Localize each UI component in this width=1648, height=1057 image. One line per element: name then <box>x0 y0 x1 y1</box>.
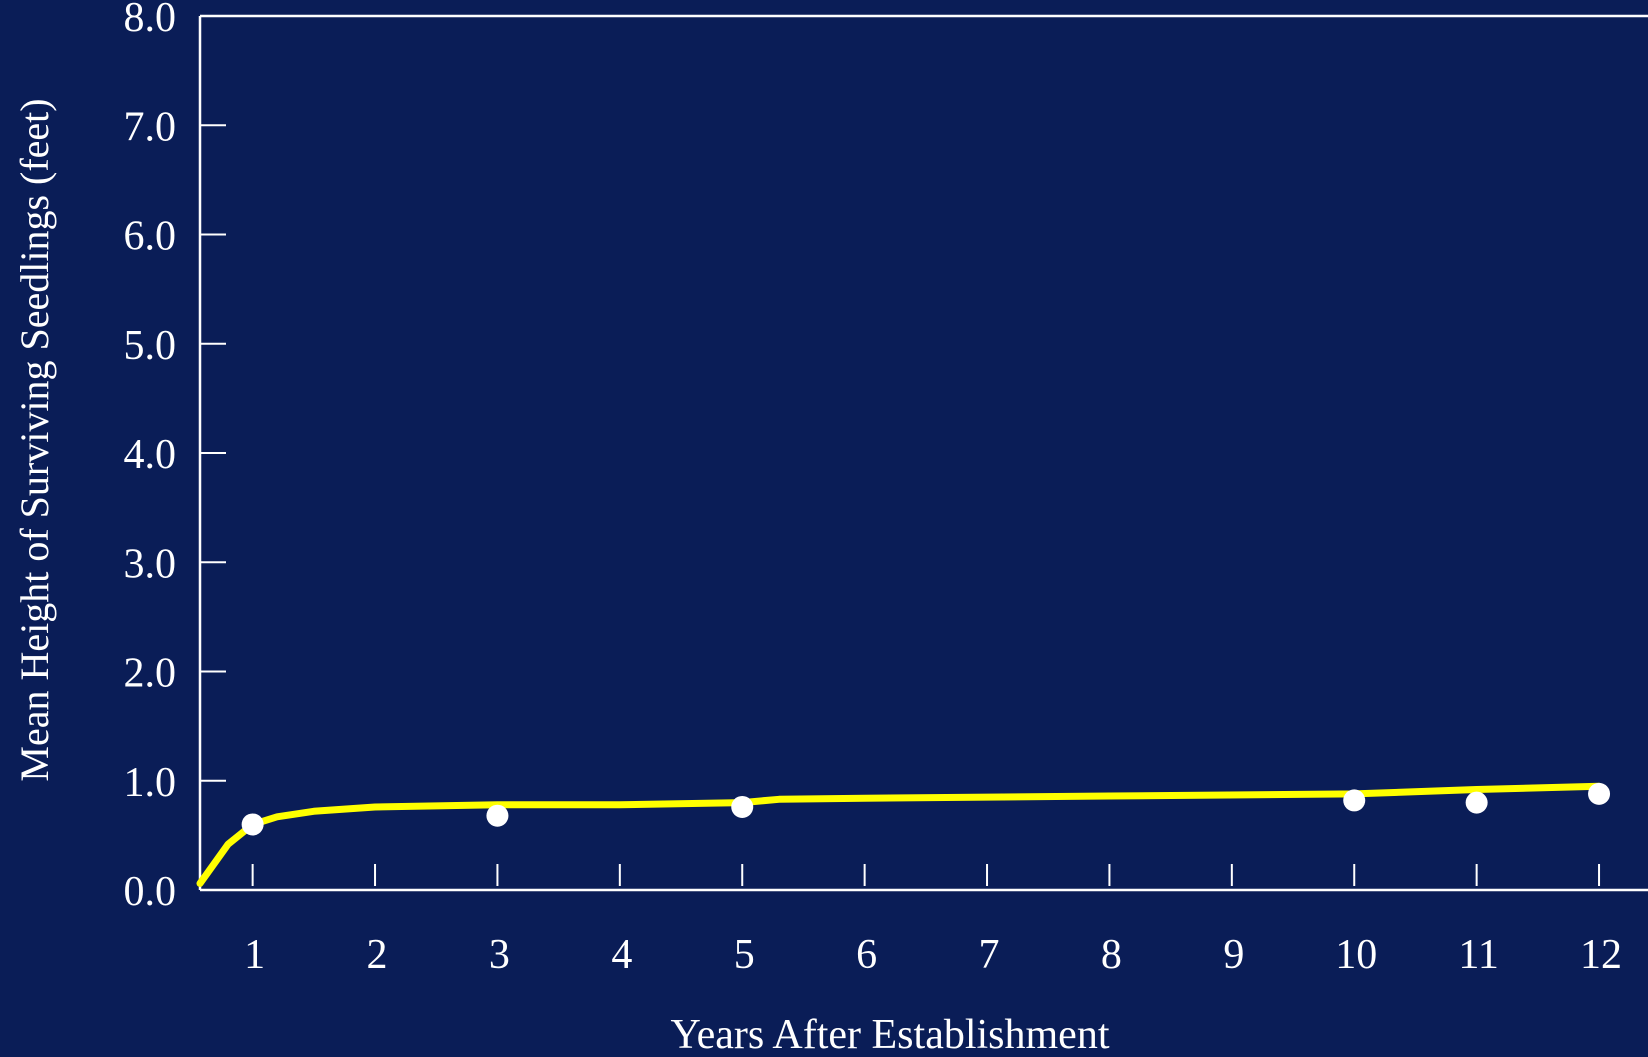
y-tick-label: 5.0 <box>124 323 177 369</box>
y-tick-label: 1.0 <box>124 760 177 806</box>
x-tick-label: 5 <box>734 932 755 978</box>
y-tick-label: 7.0 <box>124 104 177 150</box>
y-tick-label: 2.0 <box>124 651 177 697</box>
x-tick-label: 1 <box>244 932 265 978</box>
x-tick-label: 6 <box>856 932 877 978</box>
data-point <box>486 804 509 827</box>
data-point <box>1465 791 1488 814</box>
x-tick-label: 8 <box>1101 932 1122 978</box>
y-tick-label: 0.0 <box>124 869 177 915</box>
x-axis-ticks: 1 2 3 4 5 6 7 8 9 10 11 12 <box>244 864 1622 978</box>
data-point <box>241 813 264 836</box>
x-axis-label: Years After Establishment <box>670 1012 1109 1057</box>
y-axis-label: Mean Height of Surviving Seedlings (feet… <box>12 98 57 781</box>
y-tick-label: 8.0 <box>124 0 177 41</box>
y-tick-label: 3.0 <box>124 541 177 587</box>
data-point <box>731 795 754 818</box>
x-tick-label: 10 <box>1335 932 1377 978</box>
x-tick-label: 11 <box>1458 932 1498 978</box>
x-tick-label: 9 <box>1223 932 1244 978</box>
x-tick-label: 12 <box>1580 932 1622 978</box>
y-tick-label: 4.0 <box>124 432 177 478</box>
x-tick-label: 4 <box>611 932 632 978</box>
data-point <box>1343 789 1366 812</box>
trend-line <box>196 782 1603 887</box>
x-tick-label: 3 <box>489 932 510 978</box>
y-axis-ticks: 0.0 1.0 2.0 3.0 4.0 5.0 6.0 7.0 8.0 <box>124 0 226 915</box>
series-layer <box>196 782 1611 887</box>
data-point <box>1588 782 1611 805</box>
y-tick-label: 6.0 <box>124 214 177 260</box>
x-tick-label: 2 <box>367 932 388 978</box>
x-tick-label: 7 <box>979 932 1000 978</box>
